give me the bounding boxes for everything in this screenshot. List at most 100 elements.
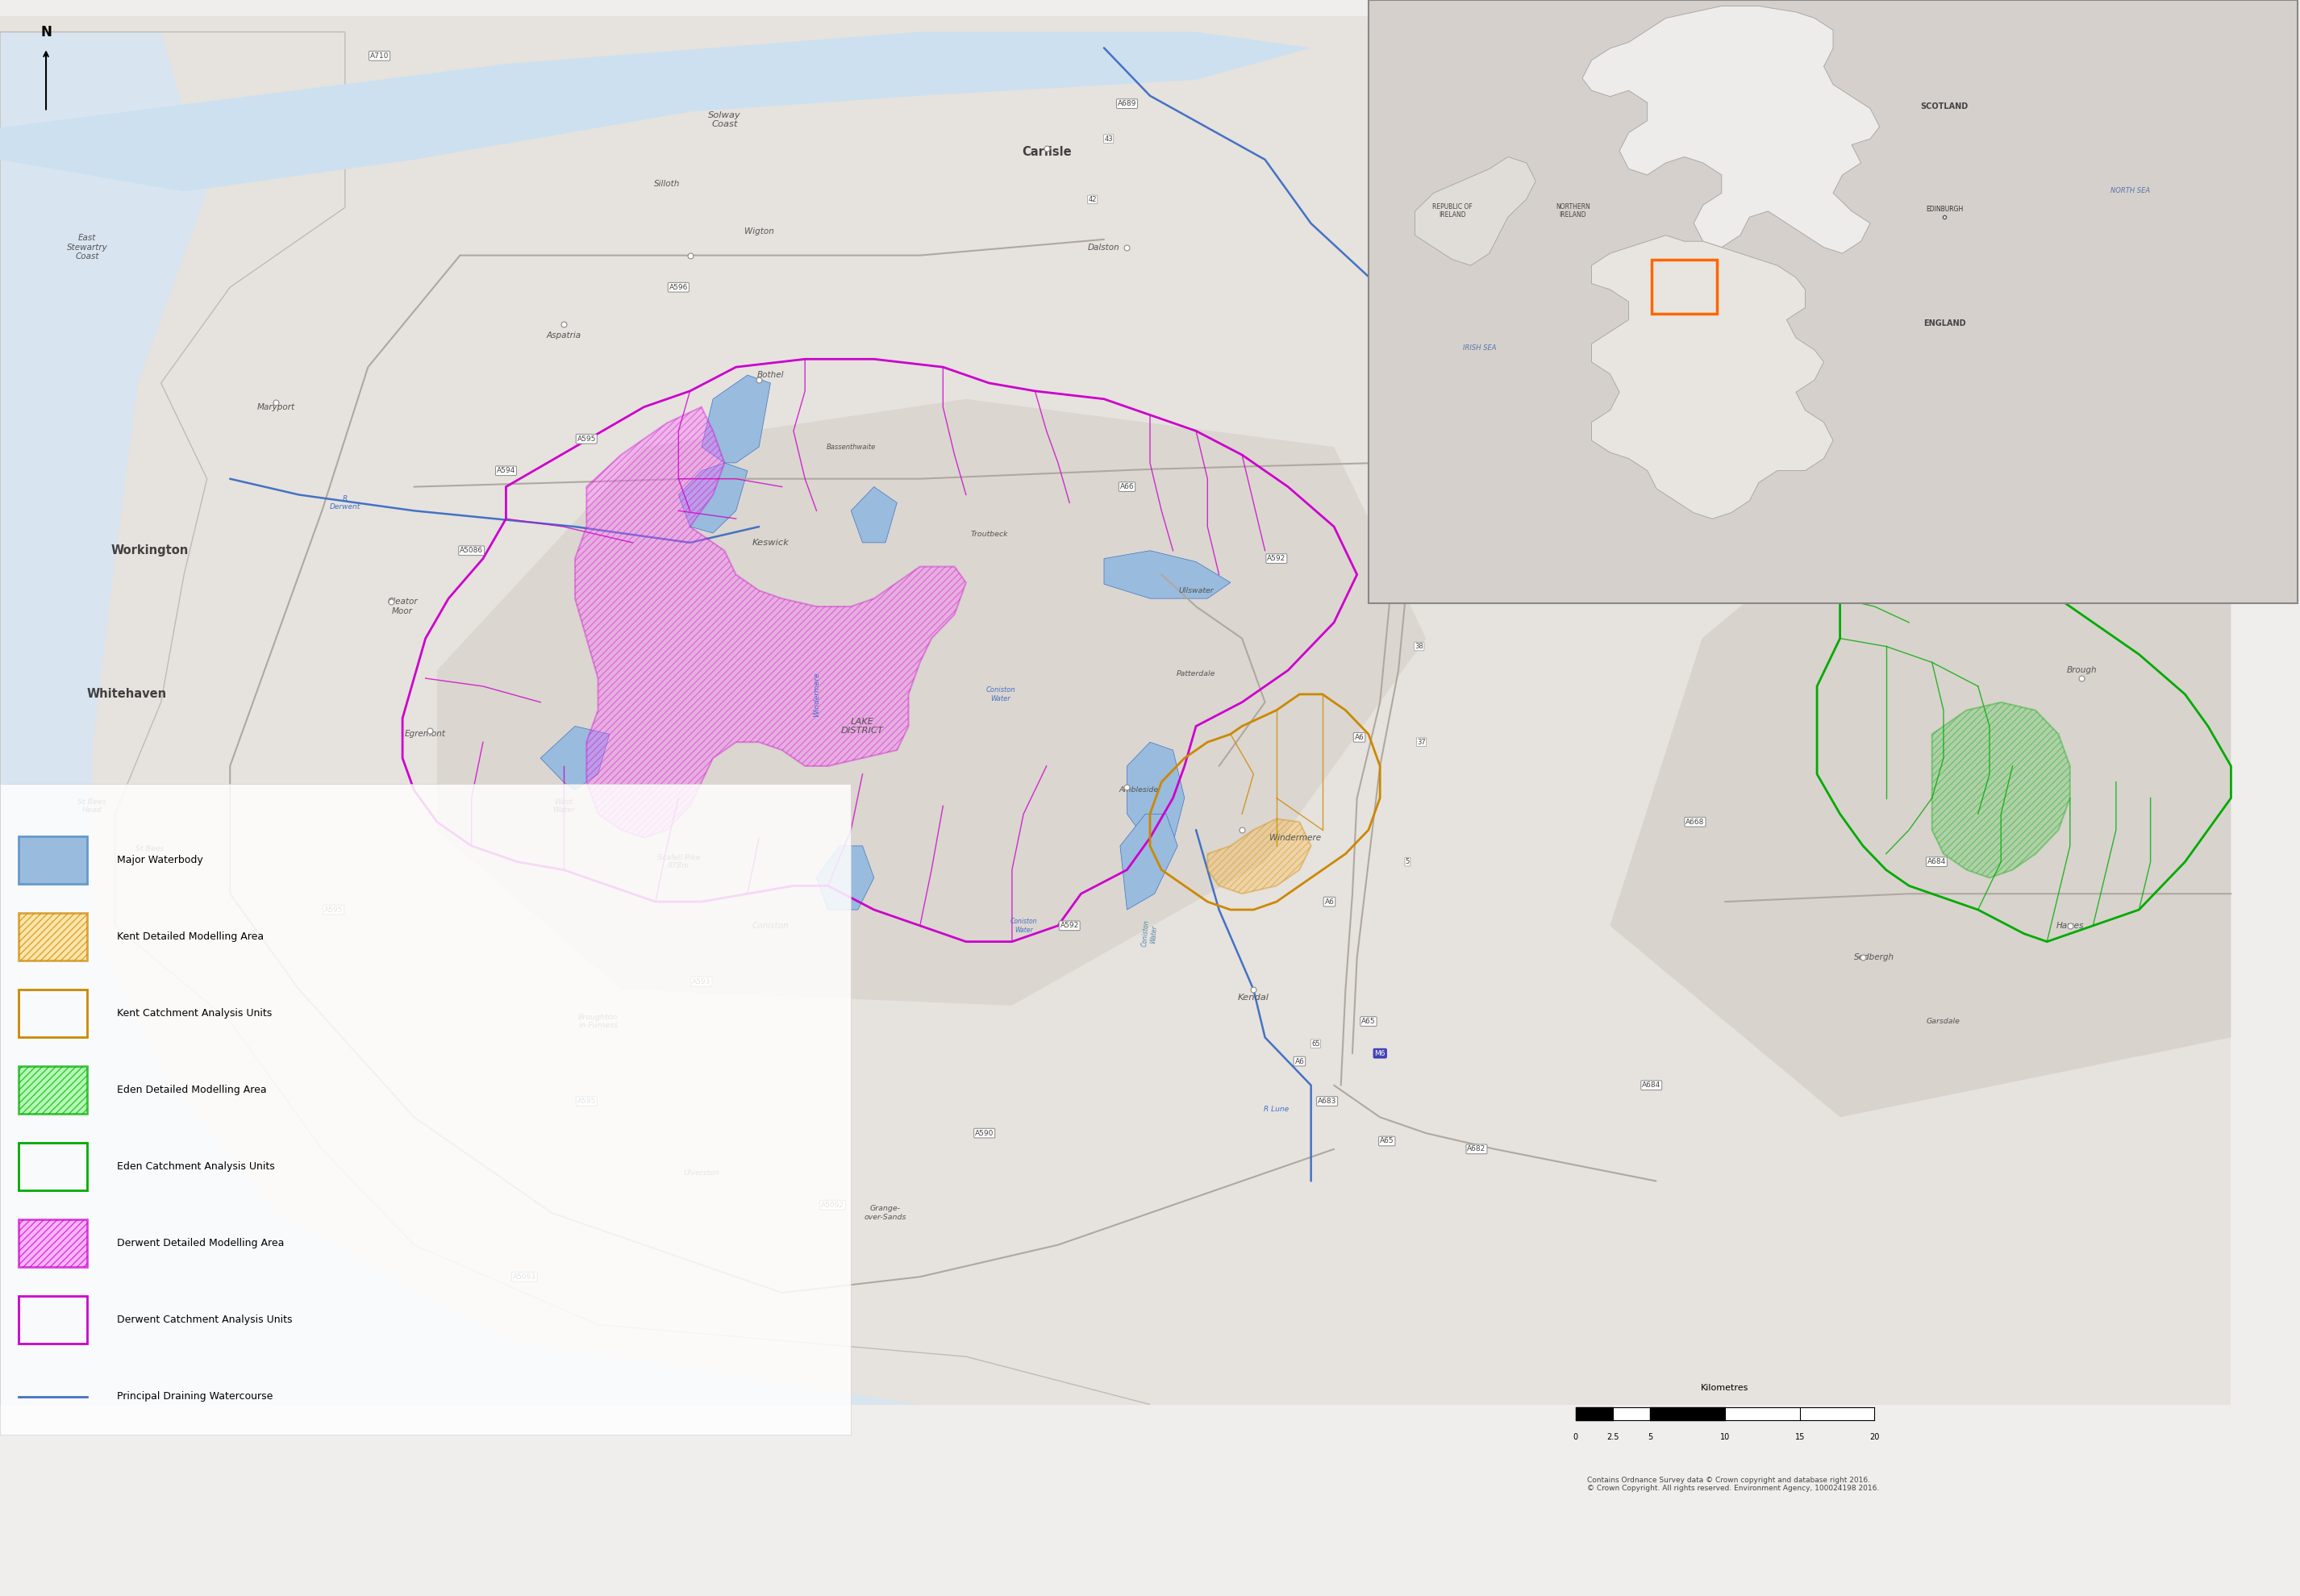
Text: A595: A595: [324, 907, 343, 913]
Text: A590: A590: [975, 1130, 994, 1136]
Text: IRISH SEA: IRISH SEA: [1463, 345, 1497, 351]
FancyBboxPatch shape: [0, 16, 2231, 1404]
Text: Kendal: Kendal: [1237, 993, 1270, 1002]
Bar: [18, 990, 87, 1037]
Text: NORTHERN
IRELAND: NORTHERN IRELAND: [1555, 203, 1589, 219]
Text: Carlisle: Carlisle: [1021, 145, 1072, 158]
Text: Eden Detailed Modelling Area: Eden Detailed Modelling Area: [117, 1085, 267, 1095]
Text: Windermere: Windermere: [812, 672, 821, 717]
Polygon shape: [678, 463, 747, 533]
Text: A595: A595: [577, 436, 596, 442]
Text: A66: A66: [1764, 547, 1778, 554]
Text: Windermere: Windermere: [1270, 833, 1320, 843]
Text: 5: 5: [1647, 1433, 1654, 1441]
Text: Wigton: Wigton: [745, 227, 773, 236]
Text: 2.5: 2.5: [1608, 1433, 1619, 1441]
Polygon shape: [702, 375, 770, 463]
Text: A596: A596: [669, 284, 688, 290]
Text: A594: A594: [497, 468, 515, 474]
Polygon shape: [437, 399, 1426, 1005]
Text: Kent Catchment Analysis Units: Kent Catchment Analysis Units: [117, 1009, 271, 1018]
Text: 65: 65: [1311, 1041, 1320, 1047]
Text: A6: A6: [1295, 1058, 1304, 1065]
Text: A710: A710: [370, 53, 389, 59]
Polygon shape: [0, 32, 1311, 192]
Text: Derwent Catchment Analysis Units: Derwent Catchment Analysis Units: [117, 1315, 292, 1325]
Text: REden: REden: [1438, 396, 1460, 402]
Polygon shape: [1592, 235, 1833, 519]
Text: Silloth: Silloth: [653, 179, 681, 188]
Polygon shape: [575, 407, 966, 838]
Text: Penrith: Penrith: [1366, 464, 1417, 477]
Text: Derwent Detailed Modelling Area: Derwent Detailed Modelling Area: [117, 1238, 285, 1248]
Bar: [18, 1219, 87, 1267]
Bar: [1651, 260, 1716, 314]
Text: A684: A684: [1927, 859, 1946, 865]
Text: A686: A686: [1651, 308, 1670, 314]
Text: Kent Detailed Modelling Area: Kent Detailed Modelling Area: [117, 932, 264, 942]
Text: Coniston
Water: Coniston Water: [987, 686, 1014, 702]
Text: Brough: Brough: [2065, 666, 2098, 675]
Polygon shape: [851, 487, 897, 543]
Polygon shape: [1932, 702, 2070, 878]
Text: 0: 0: [1573, 1433, 1578, 1441]
Text: Wetheral: Wetheral: [1385, 206, 1421, 215]
Text: M6: M6: [1375, 1050, 1385, 1057]
Bar: [18, 1066, 87, 1114]
Text: A65: A65: [1362, 1018, 1375, 1025]
Text: Aspatria: Aspatria: [545, 330, 582, 340]
Text: Coniston
Water: Coniston Water: [1141, 919, 1159, 948]
Text: N: N: [41, 26, 51, 40]
Text: EDINBURGH: EDINBURGH: [1925, 206, 1964, 212]
Text: Hawes: Hawes: [2056, 921, 2084, 930]
Text: Coniston
Water: Coniston Water: [1010, 918, 1037, 934]
Bar: [1368, 0, 2298, 603]
Text: Broughton
in Furness: Broughton in Furness: [577, 1013, 619, 1029]
Text: Principal Draining Watercourse: Principal Draining Watercourse: [117, 1392, 274, 1401]
Polygon shape: [0, 32, 920, 1404]
Text: A66: A66: [1120, 484, 1134, 490]
Text: Dalston: Dalston: [1088, 243, 1120, 252]
Text: 20: 20: [1870, 1433, 1879, 1441]
Text: Whitehaven: Whitehaven: [87, 688, 166, 701]
Text: A69: A69: [1550, 124, 1564, 131]
Text: Wast
Water: Wast Water: [552, 798, 575, 814]
Text: A6: A6: [1355, 734, 1364, 741]
Polygon shape: [1208, 819, 1311, 894]
Polygon shape: [1582, 6, 1879, 254]
Text: A682: A682: [1467, 1146, 1486, 1152]
Text: Keswick: Keswick: [752, 538, 789, 547]
Text: 15: 15: [1794, 1433, 1806, 1441]
Text: 40: 40: [1398, 381, 1408, 388]
Text: 38: 38: [1414, 643, 1424, 650]
Text: 5: 5: [1405, 859, 1410, 865]
Text: A668: A668: [1686, 819, 1704, 825]
Text: 39: 39: [1403, 531, 1412, 538]
Bar: [18, 913, 87, 961]
Text: Major Waterbody: Major Waterbody: [117, 855, 202, 865]
Text: St Bees
Head: St Bees Head: [78, 798, 106, 814]
Polygon shape: [816, 846, 874, 910]
Text: A683: A683: [1318, 1098, 1336, 1104]
Bar: [18, 1143, 87, 1191]
Text: Workington: Workington: [110, 544, 189, 557]
Text: ENGLAND: ENGLAND: [1923, 319, 1966, 327]
Text: M6: M6: [1371, 332, 1380, 338]
Text: Garsdale: Garsdale: [1927, 1018, 1960, 1025]
Text: Egremont: Egremont: [405, 729, 446, 739]
Text: A5086: A5086: [460, 547, 483, 554]
Polygon shape: [1610, 447, 2231, 1117]
Text: A689: A689: [1118, 101, 1136, 107]
Text: 43: 43: [1104, 136, 1113, 142]
Text: Coniston: Coniston: [752, 921, 789, 930]
Text: A5093: A5093: [513, 1274, 536, 1280]
Text: East
Stewartry
Coast: East Stewartry Coast: [67, 235, 108, 260]
Text: 37: 37: [1417, 739, 1426, 745]
Text: A592: A592: [1267, 555, 1286, 562]
Text: Grange-
over-Sands: Grange- over-Sands: [865, 1205, 906, 1221]
Text: T
H: T H: [2238, 420, 2247, 442]
Text: Patterdale: Patterdale: [1178, 670, 1214, 677]
Text: North
Pennines: North Pennines: [2001, 436, 2047, 458]
Text: Eden Catchment Analysis Units: Eden Catchment Analysis Units: [117, 1162, 276, 1171]
Text: 42: 42: [1088, 196, 1097, 203]
